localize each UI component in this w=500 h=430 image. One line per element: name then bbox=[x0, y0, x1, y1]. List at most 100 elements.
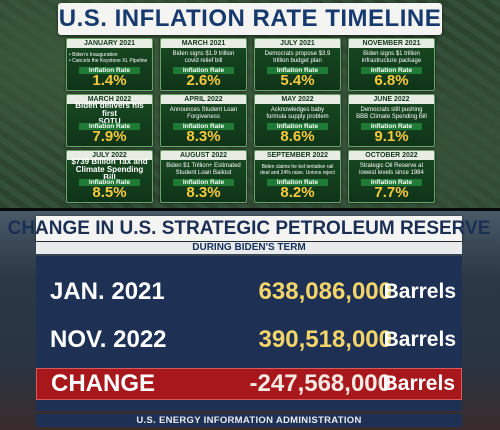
card-desc-line: infrastructure package bbox=[361, 58, 422, 64]
card-desc-line: Forgiveness bbox=[187, 114, 220, 120]
card-desc-line: trillion budget plan bbox=[273, 58, 322, 64]
reserve-row-jan-2021: JAN. 2021 638,086,000 Barrels bbox=[36, 276, 462, 308]
card-date: MAY 2022 bbox=[255, 95, 340, 104]
card-date: OCTOBER 2022 bbox=[349, 151, 434, 160]
card-description: Strategic Oil Reserve at lowest levels s… bbox=[351, 161, 432, 179]
timeline-card-nov-2021: NOVEMBER 2021 Biden signs $1 trillion in… bbox=[348, 38, 435, 91]
card-rate-value: 1.4% bbox=[92, 72, 127, 89]
card-description: Biden signs $1 trillion infrastructure p… bbox=[351, 49, 432, 67]
card-description: Democrats propose $3.9 trillion budget p… bbox=[257, 49, 338, 67]
timeline-card-jul-2022: JULY 2022 $739 Billion Tax and Climate S… bbox=[66, 150, 153, 203]
card-desc-line: Announces Student Loan bbox=[169, 107, 238, 113]
reserve-row-value: 390,518,000 bbox=[258, 326, 392, 353]
card-date: JULY 2022 bbox=[67, 151, 152, 160]
timeline-grid: JANUARY 2021 • Biden's Inauguration • Ca… bbox=[66, 38, 435, 203]
card-description: Biden claims he led tentative rail deal … bbox=[257, 161, 338, 179]
reserve-row-value: -247,568,000 bbox=[249, 370, 391, 397]
reserve-row-unit: Barrels bbox=[383, 280, 456, 303]
timeline-title: U.S. INFLATION RATE TIMELINE bbox=[58, 3, 442, 35]
card-desc-line: • Cancels the Keystone XL Pipeline bbox=[69, 58, 148, 64]
card-rate-label: Inflation Rate bbox=[267, 123, 328, 130]
card-date: JUNE 2022 bbox=[349, 95, 434, 104]
card-rate-label: Inflation Rate bbox=[361, 123, 422, 130]
card-desc-line: Student Loan Bailout bbox=[175, 170, 232, 176]
card-date: JANUARY 2021 bbox=[67, 39, 152, 48]
card-desc-line: Acknowledges baby bbox=[270, 107, 325, 113]
card-rate-value: 7.9% bbox=[92, 128, 127, 145]
card-desc-line: Strategic Oil Reserve at bbox=[359, 163, 424, 169]
reserve-board: JAN. 2021 638,086,000 Barrels NOV. 2022 … bbox=[36, 256, 462, 411]
card-desc-line: formula supply problem bbox=[266, 114, 329, 120]
reserve-row-value: 638,086,000 bbox=[258, 278, 392, 305]
card-desc-line: SOTU bbox=[98, 117, 121, 126]
card-date: SEPTEMBER 2022 bbox=[255, 151, 340, 160]
petroleum-reserve-panel: CHANGE IN U.S. STRATEGIC PETROLEUM RESER… bbox=[0, 211, 500, 430]
card-desc-line: deal and 24% raise. Unions reject bbox=[260, 170, 335, 176]
card-date: AUGUST 2022 bbox=[161, 151, 246, 160]
card-description: $739 Billion Tax and Climate Spending Bi… bbox=[69, 157, 150, 182]
card-date: APRIL 2022 bbox=[161, 95, 246, 104]
card-rate-label: Inflation Rate bbox=[173, 179, 234, 186]
card-rate-label: Inflation Rate bbox=[79, 179, 140, 186]
reserve-title: CHANGE IN U.S. STRATEGIC PETROLEUM RESER… bbox=[8, 216, 490, 241]
card-rate-value: 8.2% bbox=[280, 184, 315, 201]
card-rate-label: Inflation Rate bbox=[173, 67, 234, 74]
reserve-row-unit: Barrels bbox=[382, 372, 455, 395]
card-desc-line: Biden $1 Trillion+ Estimated bbox=[166, 163, 241, 169]
card-date: MARCH 2021 bbox=[161, 39, 246, 48]
card-rate-label: Inflation Rate bbox=[79, 123, 140, 130]
timeline-card-may-2022: MAY 2022 Acknowledges baby formula suppl… bbox=[254, 94, 341, 147]
card-desc-line: covid relief bill bbox=[184, 58, 223, 64]
inflation-timeline-panel: U.S. INFLATION RATE TIMELINE JANUARY 202… bbox=[0, 0, 500, 208]
source-credit: U.S. ENERGY INFORMATION ADMINISTRATION bbox=[36, 414, 462, 427]
card-desc-line: Climate Spending Bill bbox=[75, 165, 144, 182]
timeline-card-jan-2021: JANUARY 2021 • Biden's Inauguration • Ca… bbox=[66, 38, 153, 91]
card-description: • Biden's Inauguration • Cancels the Key… bbox=[69, 49, 150, 67]
reserve-row-label: CHANGE bbox=[51, 370, 156, 397]
card-desc-line: $739 Billion Tax and bbox=[71, 157, 148, 166]
card-rate-value: 2.6% bbox=[186, 72, 221, 89]
card-rate-value: 8.3% bbox=[186, 184, 221, 201]
card-description: Biden signs $1.9 trillion covid relief b… bbox=[163, 49, 244, 67]
card-desc-line: Biden delivers his first bbox=[75, 101, 144, 118]
card-desc-line: lowest levels since 1984 bbox=[359, 170, 424, 176]
card-desc-line: Biden signs $1.9 trillion bbox=[172, 51, 235, 57]
card-rate-label: Inflation Rate bbox=[79, 67, 140, 74]
card-rate-label: Inflation Rate bbox=[173, 123, 234, 130]
card-rate-label: Inflation Rate bbox=[267, 67, 328, 74]
card-rate-value: 8.3% bbox=[186, 128, 221, 145]
timeline-card-mar-2022: MARCH 2022 Biden delivers his first SOTU… bbox=[66, 94, 153, 147]
timeline-card-apr-2022: APRIL 2022 Announces Student Loan Forgiv… bbox=[160, 94, 247, 147]
card-desc-line: BBB Climate Spending Bill bbox=[356, 114, 427, 120]
card-rate-value: 8.5% bbox=[92, 184, 127, 201]
timeline-card-oct-2022: OCTOBER 2022 Strategic Oil Reserve at lo… bbox=[348, 150, 435, 203]
card-date: JULY 2021 bbox=[255, 39, 340, 48]
card-rate-value: 7.7% bbox=[374, 184, 409, 201]
timeline-card-mar-2021: MARCH 2021 Biden signs $1.9 trillion cov… bbox=[160, 38, 247, 91]
timeline-card-jun-2022: JUNE 2022 Democrats still pushing BBB Cl… bbox=[348, 94, 435, 147]
card-rate-label: Inflation Rate bbox=[267, 179, 328, 186]
card-rate-label: Inflation Rate bbox=[361, 179, 422, 186]
reserve-row-label: JAN. 2021 bbox=[50, 278, 165, 305]
panel-divider bbox=[0, 208, 500, 211]
timeline-card-sep-2022: SEPTEMBER 2022 Biden claims he led tenta… bbox=[254, 150, 341, 203]
card-rate-value: 9.1% bbox=[374, 128, 409, 145]
card-date: MARCH 2022 bbox=[67, 95, 152, 104]
reserve-subtitle: DURING BIDEN'S TERM bbox=[36, 242, 462, 254]
card-desc-line: Biden claims he led tentative rail bbox=[261, 164, 334, 170]
card-rate-label: Inflation Rate bbox=[361, 67, 422, 74]
card-desc-line: • Biden's Inauguration bbox=[69, 52, 118, 58]
card-desc-line: Biden signs $1 trillion bbox=[363, 51, 420, 57]
reserve-row-nov-2022: NOV. 2022 390,518,000 Barrels bbox=[36, 324, 462, 356]
card-desc-line: Democrats still pushing bbox=[360, 107, 423, 113]
card-date: NOVEMBER 2021 bbox=[349, 39, 434, 48]
timeline-card-aug-2022: AUGUST 2022 Biden $1 Trillion+ Estimated… bbox=[160, 150, 247, 203]
reserve-row-label: NOV. 2022 bbox=[50, 326, 167, 353]
card-description: Acknowledges baby formula supply problem bbox=[257, 105, 338, 123]
card-rate-value: 6.8% bbox=[374, 72, 409, 89]
card-desc-line: Democrats propose $3.9 bbox=[264, 51, 331, 57]
card-description: Announces Student Loan Forgiveness bbox=[163, 105, 244, 123]
reserve-row-unit: Barrels bbox=[383, 328, 456, 351]
card-description: Biden $1 Trillion+ Estimated Student Loa… bbox=[163, 161, 244, 179]
card-rate-value: 5.4% bbox=[280, 72, 315, 89]
